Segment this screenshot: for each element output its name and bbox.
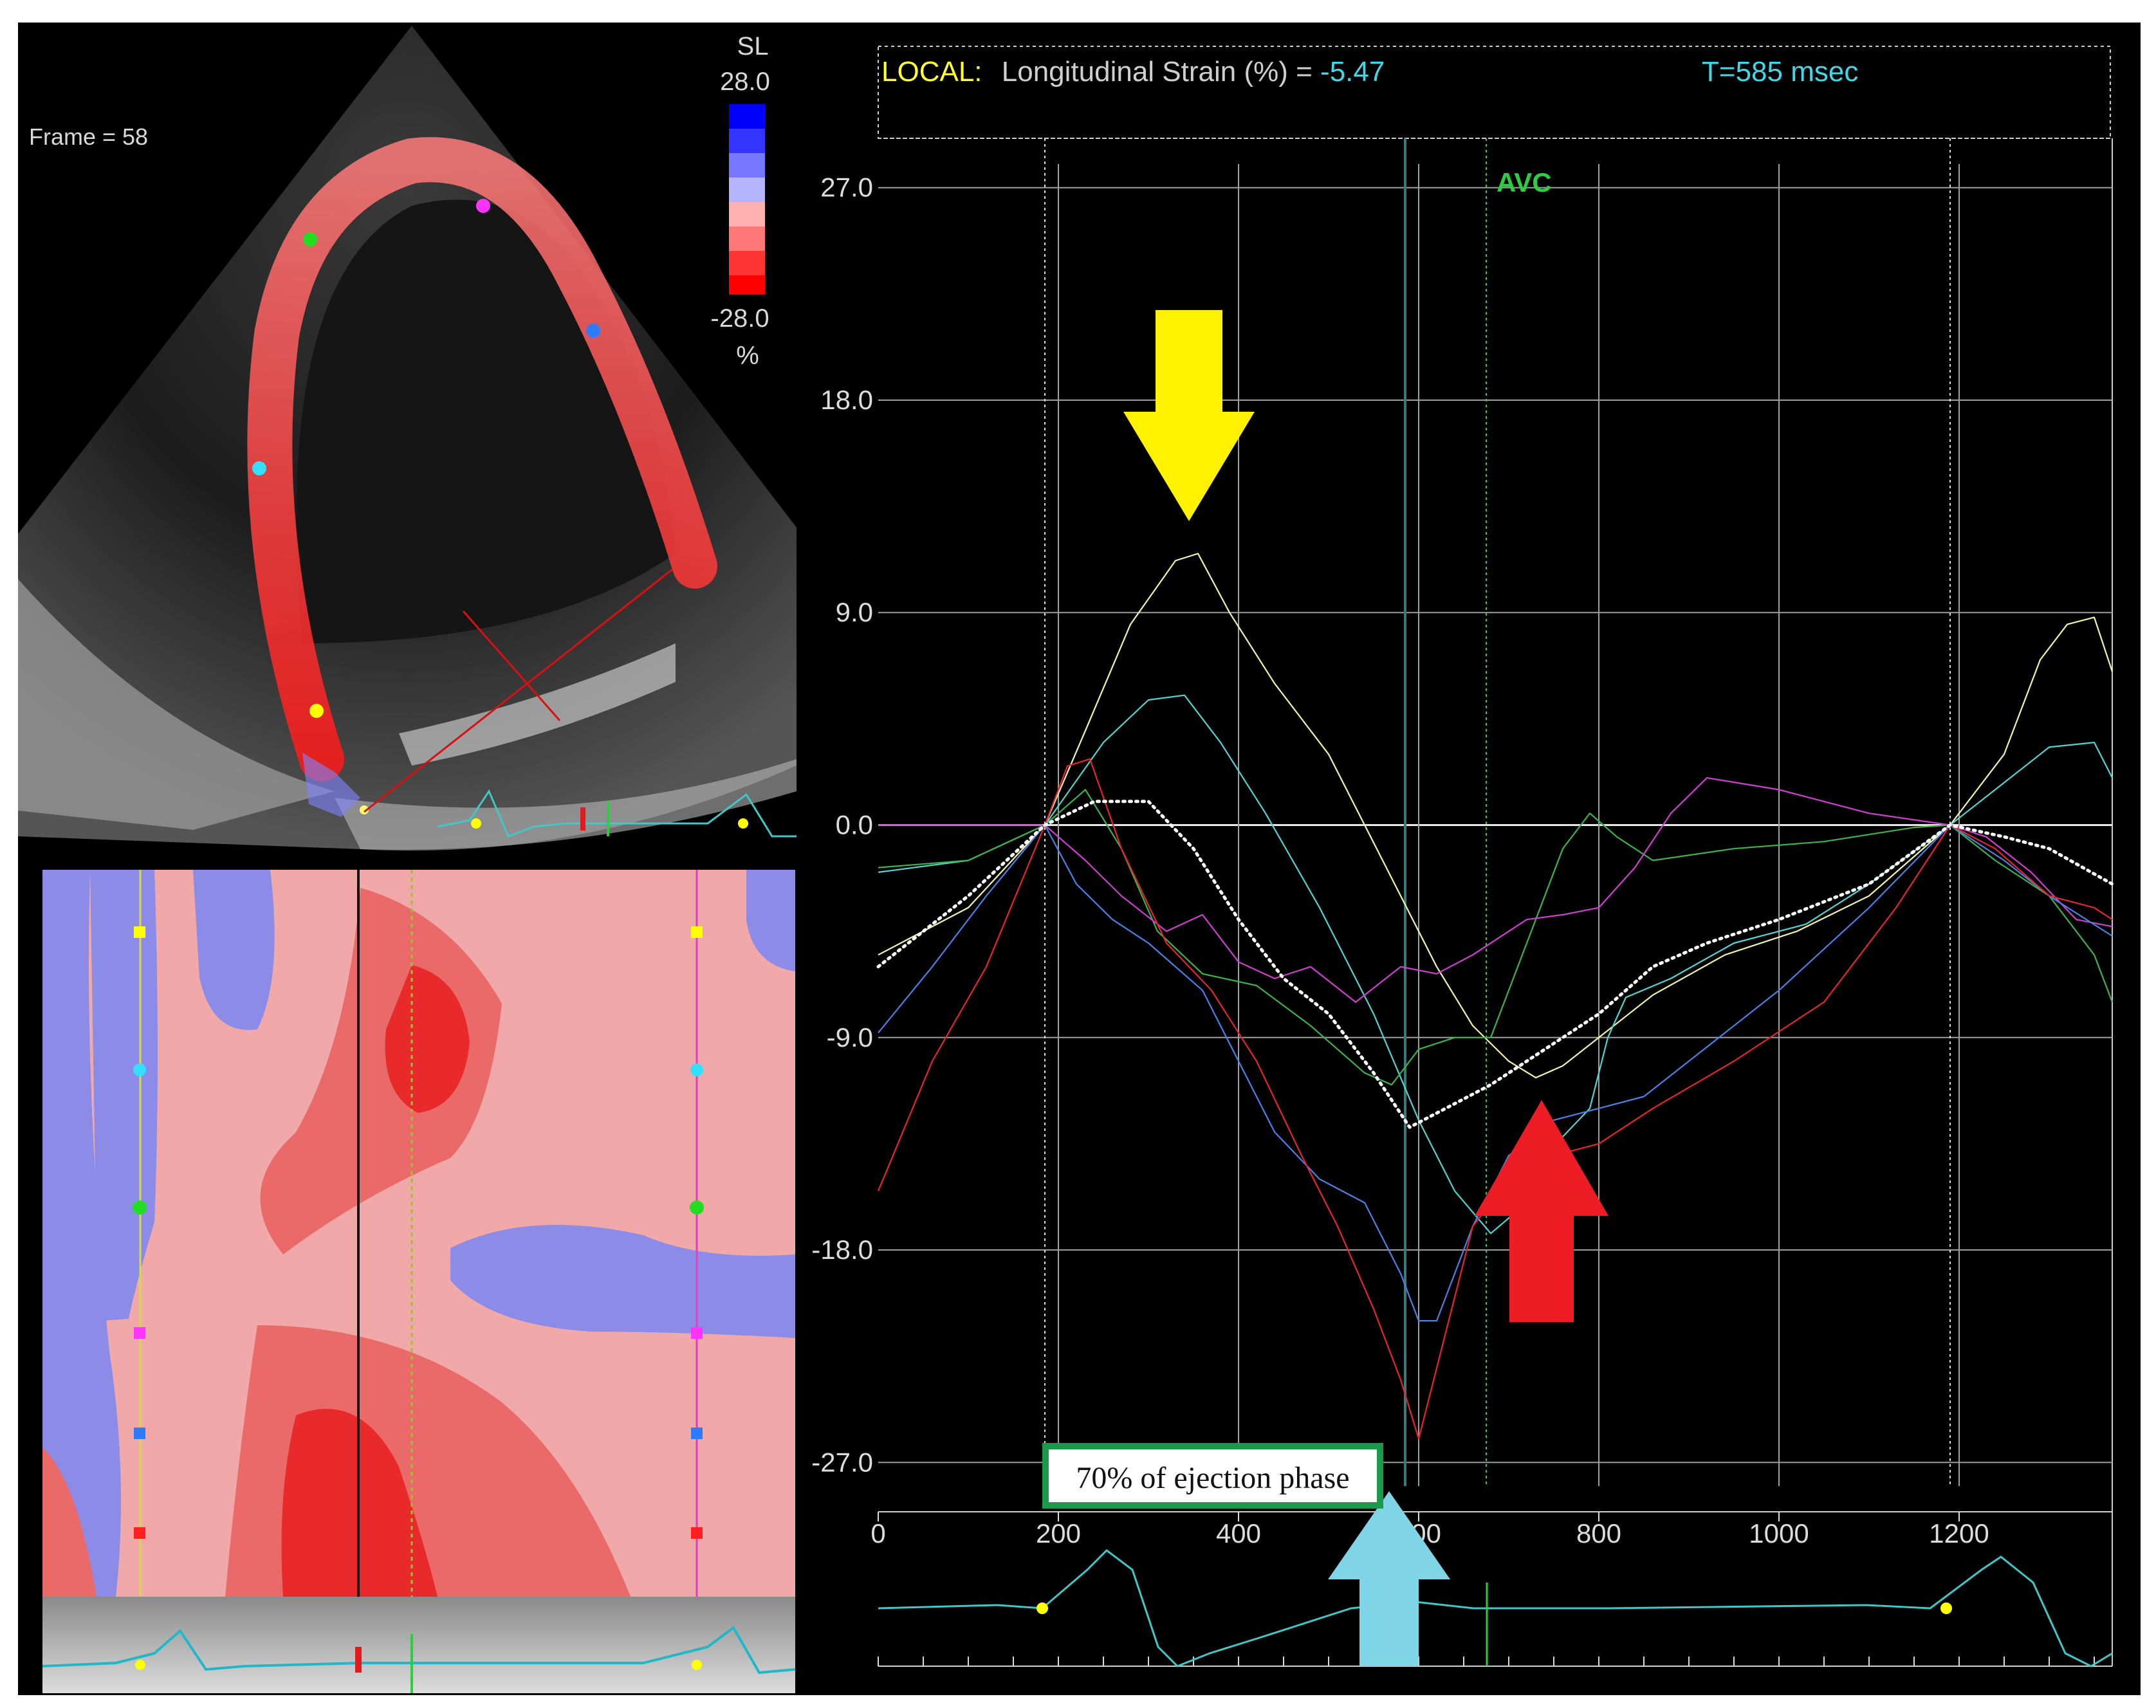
chart-ecg-dot [1940, 1602, 1952, 1614]
y-tick-label: -9.0 [827, 1022, 873, 1052]
strain-map-red-upper [260, 888, 502, 1254]
strain-map-blue-right [450, 1225, 795, 1338]
echo-ecg-dot [471, 818, 481, 829]
strain-map-blue-left-upper [90, 870, 158, 1254]
strain-map-blue-top [193, 870, 275, 1030]
strain-curve-5 [878, 824, 2113, 1322]
x-tick-label: 400 [1216, 1518, 1261, 1548]
callout-label: 70% of ejection phase [1076, 1461, 1349, 1495]
sample-line-cross [462, 611, 561, 721]
y-tick-label: 18.0 [820, 385, 873, 415]
myocardial-strain-overlay [247, 137, 717, 782]
x-tick-label: 200 [1036, 1518, 1081, 1548]
strain-map-frame-marker [355, 1647, 362, 1673]
vertical-markers [1044, 138, 1951, 1486]
strain-map-red-core-upper [385, 965, 470, 1113]
colorbar-title: SL [737, 32, 769, 60]
sample-line [364, 568, 673, 813]
colorbar-unit: % [736, 342, 759, 370]
header-time: T=585 msec [1702, 56, 1858, 87]
strain-map-blue-top-right [746, 870, 795, 971]
cyan-up-arrow [1328, 1491, 1450, 1666]
avc-label: AVC [1497, 167, 1552, 197]
ejection-phase-callout: 70% of ejection phase [1042, 1443, 1383, 1509]
y-axis: 27.0 18.0 9.0 0.0 -9.0 -18.0 -27.0 [811, 172, 873, 1478]
strain-chart: LOCAL: Longitudinal Strain (%) = -5.47 T… [811, 46, 2114, 1667]
echo-ecg-dot [738, 818, 748, 829]
strain-curve-7 [876, 800, 2114, 1129]
y-tick-label: -27.0 [811, 1447, 873, 1477]
strain-map-segment-markers [133, 926, 704, 1539]
strain-map-red-corner [42, 1447, 97, 1597]
x-tick-label: 0 [871, 1518, 885, 1548]
y-tick-label: 0.0 [836, 810, 873, 840]
strain-curve-3 [878, 789, 2114, 1086]
header-readout: LOCAL: Longitudinal Strain (%) = -5.47 [881, 56, 1385, 87]
strain-curve-6 [877, 758, 2113, 1440]
x-tick-label: 1200 [1929, 1518, 1989, 1548]
strain-map-ecg-trace [42, 1626, 796, 1675]
echo-tissue-bottom [335, 759, 797, 850]
strain-curve-4 [878, 777, 2113, 1003]
strain-curves [876, 553, 2114, 1440]
red-up-arrow [1475, 1100, 1608, 1322]
colorbar [729, 104, 765, 295]
colorbar-max-label: 28.0 [720, 68, 770, 96]
frame-label: Frame = 58 [29, 124, 148, 150]
strain-curve-1 [878, 553, 2114, 1079]
echo-frame-marker [580, 807, 585, 831]
y-tick-label: 9.0 [836, 597, 873, 627]
strain-map [42, 870, 796, 1693]
x-tick-label: 800 [1576, 1518, 1621, 1548]
echo-tissue-right [399, 643, 676, 766]
chart-ecg-dot [1037, 1602, 1048, 1614]
strain-map-ecg-dot [135, 1660, 145, 1670]
strain-map-ecg-strip [42, 1597, 795, 1693]
yellow-down-arrow [1123, 310, 1255, 521]
tracking-points [252, 199, 600, 814]
y-tick-label: -18.0 [811, 1235, 873, 1265]
header-box [878, 46, 2111, 139]
header-prefix: LOCAL: [881, 56, 982, 87]
strain-map-blue-mid-left [42, 1222, 154, 1325]
echo-tissue-left [18, 579, 335, 830]
y-tick-label: 27.0 [820, 172, 873, 203]
colorbar-min-label: -28.0 [710, 304, 769, 333]
basal-segment-overlay [302, 753, 360, 817]
x-tick-label: 1000 [1749, 1518, 1809, 1548]
header-value: -5.47 [1320, 56, 1385, 87]
echo-panel: Frame = 58 SL 28.0 -28.0 % [18, 26, 797, 851]
strain-map-ecg-dot [692, 1660, 702, 1670]
echo-ecg-trace [437, 789, 797, 838]
header-measure: Longitudinal Strain (%) = [1002, 56, 1313, 87]
callout-box [1042, 1443, 1383, 1509]
x-axis: 0 200 400 600 800 1000 1200 [871, 1518, 1989, 1548]
